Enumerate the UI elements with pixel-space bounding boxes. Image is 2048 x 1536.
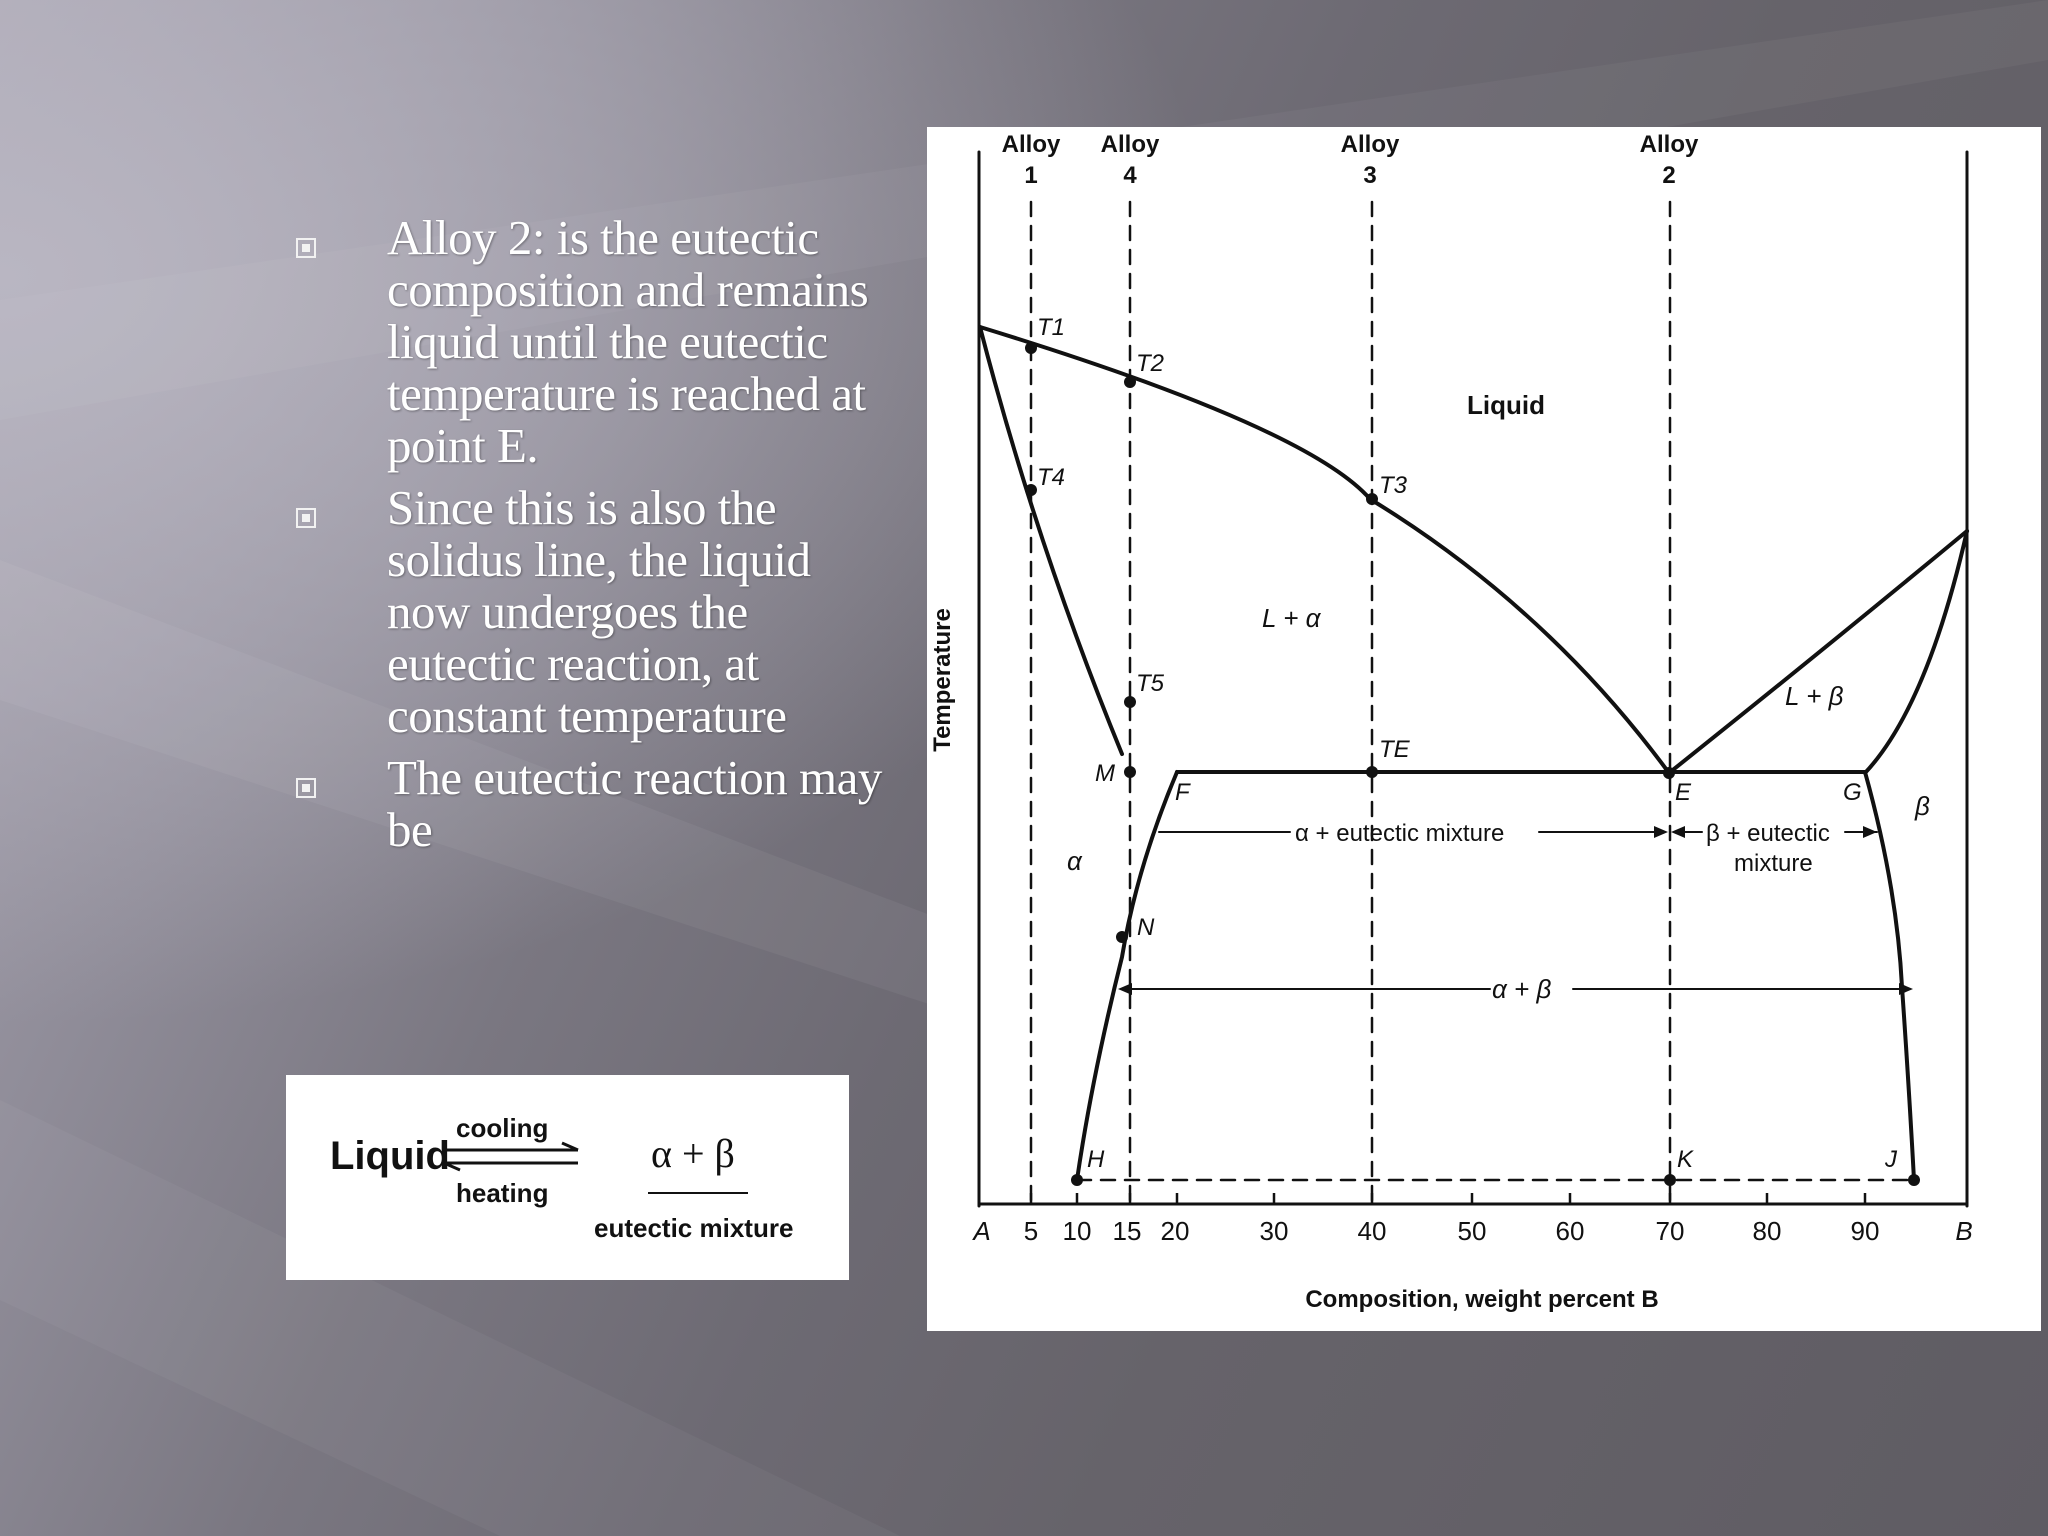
bullet-text: The eutectic reaction may be (387, 750, 882, 857)
label-H: H (1087, 1146, 1105, 1173)
alloy-1-label: Alloy (1002, 131, 1061, 158)
region-beta: β (1914, 791, 1930, 821)
alloy-2-label: Alloy (1640, 131, 1699, 158)
label-TE: TE (1379, 736, 1411, 763)
y-axis-label: Temperature (929, 608, 956, 752)
region-l-alpha: L + α (1262, 603, 1322, 633)
alloy-3-number: 3 (1363, 162, 1376, 189)
bullet-item: Since this is also the solidus line, the… (290, 482, 890, 742)
x-tick-label: 90 (1851, 1216, 1880, 1246)
x-tick-label: 10 (1063, 1216, 1092, 1246)
x-tick-label: 20 (1161, 1216, 1190, 1246)
point-markers (1025, 342, 1920, 1186)
label-T5: T5 (1136, 670, 1165, 697)
region-l-beta: L + β (1785, 681, 1844, 711)
x-tick-label: B (1955, 1216, 1972, 1246)
region-beta-eutectic-line1: β + eutectic (1706, 820, 1830, 847)
bullet-text: Since this is also the solidus line, the… (387, 480, 811, 743)
alloy-2-number: 2 (1662, 162, 1675, 189)
label-T2: T2 (1136, 350, 1164, 377)
alloy-4-label: Alloy (1101, 131, 1160, 158)
phase-diagram: Alloy 1 Alloy 4 Alloy 3 Alloy 2 T1 T2 T3… (927, 127, 2041, 1331)
x-tick-label: 70 (1656, 1216, 1685, 1246)
region-alpha: α (1067, 846, 1083, 876)
label-E: E (1675, 779, 1692, 806)
region-liquid: Liquid (1467, 390, 1545, 420)
label-J: J (1884, 1146, 1898, 1173)
x-tick-label: 60 (1556, 1216, 1585, 1246)
reaction-reactant: Liquid (330, 1134, 450, 1178)
reaction-backward-label: heating (456, 1178, 548, 1208)
x-tick-label: 50 (1458, 1216, 1487, 1246)
bullet-item: The eutectic reaction may be (290, 752, 890, 856)
region-alpha-beta: α + β (1492, 974, 1551, 1004)
bullet-list: Alloy 2: is the eutectic composition and… (290, 212, 890, 866)
bullet-icon (296, 778, 316, 798)
alloy-1-number: 1 (1024, 162, 1037, 189)
reaction-product-note: eutectic mixture (594, 1213, 793, 1243)
x-tick-label: 15 (1113, 1216, 1142, 1246)
x-tick-label: A (971, 1216, 990, 1246)
bullet-text: Alloy 2: is the eutectic composition and… (387, 210, 869, 473)
alloy-4-number: 4 (1123, 162, 1137, 189)
reaction-product: α + β (651, 1131, 735, 1176)
arrowheads (1118, 826, 1913, 995)
label-M: M (1095, 760, 1115, 787)
x-axis-label: Composition, weight percent B (1305, 1286, 1658, 1313)
region-beta-eutectic-line2: mixture (1734, 850, 1813, 877)
x-tick-label: 30 (1260, 1216, 1289, 1246)
label-G: G (1843, 779, 1862, 806)
bullet-icon (296, 238, 316, 258)
x-tick-label: 80 (1753, 1216, 1782, 1246)
eutectic-reaction-equation: Liquid cooling heating α + β eutectic mi… (286, 1075, 849, 1280)
x-tick-label: 5 (1024, 1216, 1038, 1246)
bullet-item: Alloy 2: is the eutectic composition and… (290, 212, 890, 472)
alloy-3-label: Alloy (1341, 131, 1400, 158)
region-alpha-eutectic: α + eutectic mixture (1295, 820, 1504, 847)
label-N: N (1137, 914, 1155, 941)
label-T3: T3 (1379, 472, 1408, 499)
x-tick-label: 40 (1358, 1216, 1387, 1246)
label-T1: T1 (1037, 314, 1065, 341)
bullet-icon (296, 508, 316, 528)
label-K: K (1677, 1146, 1694, 1173)
reaction-forward-label: cooling (456, 1113, 548, 1143)
label-F: F (1175, 779, 1191, 806)
label-T4: T4 (1037, 464, 1065, 491)
reversible-arrow-icon (443, 1141, 579, 1172)
